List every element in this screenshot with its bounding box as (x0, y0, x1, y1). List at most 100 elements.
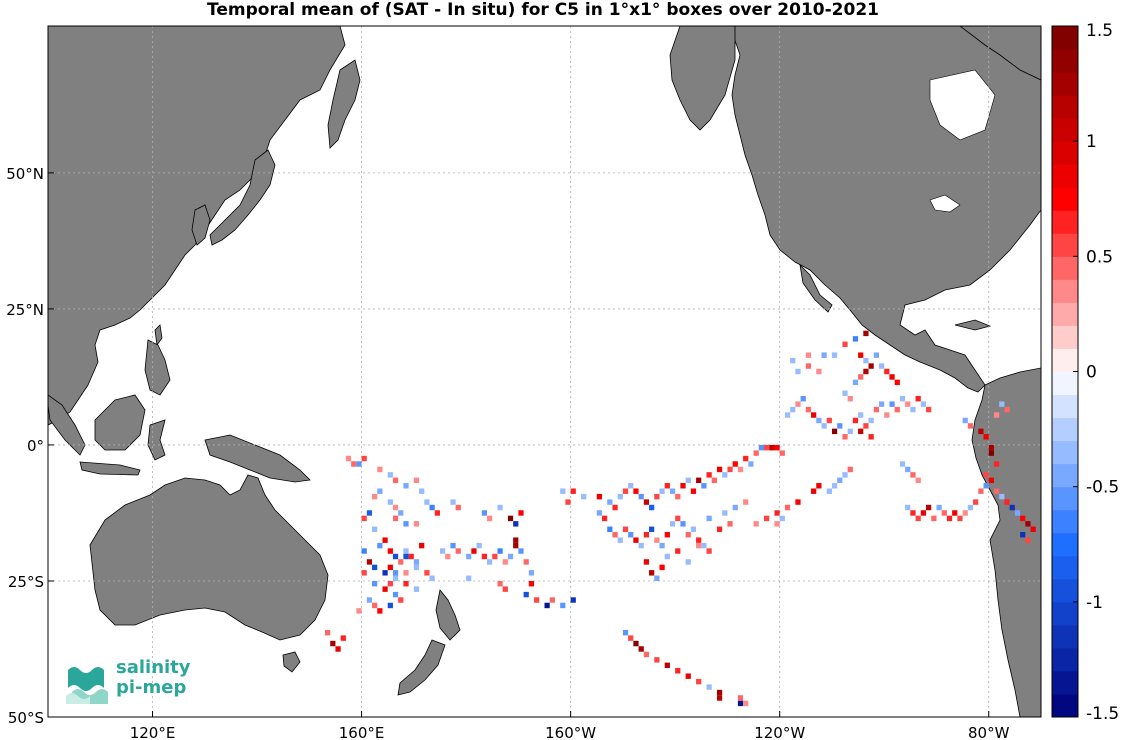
data-box (800, 395, 806, 402)
data-box (716, 526, 723, 533)
data-box (419, 542, 425, 549)
data-box (1004, 406, 1010, 413)
data-box (962, 417, 968, 424)
data-box (983, 434, 989, 440)
data-box (523, 591, 529, 598)
data-box (837, 423, 843, 429)
data-box (988, 450, 994, 456)
data-box (1030, 526, 1036, 533)
inland-lakes (929, 69, 996, 213)
data-box (711, 477, 717, 484)
data-box (523, 559, 529, 565)
data-box (413, 586, 420, 592)
data-box (450, 499, 456, 505)
data-box (852, 417, 859, 424)
colorbar-segment (1052, 26, 1078, 50)
colorbar-segment (1052, 371, 1078, 396)
data-box (821, 423, 827, 429)
colorbar-segment (1052, 693, 1078, 718)
data-box (764, 444, 770, 451)
data-box (361, 455, 367, 462)
data-box (330, 640, 336, 647)
colorbar-tick-label: 0 (1086, 363, 1097, 383)
data-box (481, 553, 488, 560)
landmass-greenland (959, 26, 1041, 81)
data-box (324, 629, 331, 636)
data-box (617, 493, 623, 500)
data-box (816, 368, 822, 375)
data-box (889, 374, 895, 380)
data-box (1025, 521, 1031, 527)
colorbar-segment (1052, 486, 1078, 511)
data-box (999, 493, 1005, 500)
data-box (816, 417, 822, 424)
data-box (419, 488, 425, 494)
data-box (821, 352, 827, 358)
data-box (476, 542, 482, 549)
x-tick-label: 80°W (968, 724, 1010, 740)
data-box (413, 559, 420, 565)
data-box (685, 477, 691, 484)
colorbar-segment (1052, 509, 1078, 534)
data-box (858, 352, 864, 358)
data-box (361, 570, 367, 576)
landmass-japan (209, 149, 276, 246)
data-box (716, 695, 723, 701)
data-box (868, 363, 874, 369)
data-box (372, 564, 378, 571)
data-box (706, 472, 712, 478)
data-box (967, 504, 974, 511)
data-box (784, 412, 791, 418)
data-box (497, 548, 503, 554)
data-box (659, 564, 665, 571)
colorbar (1052, 26, 1078, 718)
data-box (915, 395, 921, 402)
data-box (696, 678, 702, 685)
landmass-kamchatka (327, 59, 361, 149)
data-box (643, 559, 650, 565)
data-box (884, 368, 890, 375)
data-box (805, 352, 812, 358)
data-box (403, 570, 409, 576)
data-box (392, 515, 399, 522)
colorbar-segment (1052, 532, 1078, 557)
data-box (377, 608, 383, 614)
data-box (811, 412, 817, 418)
data-box (649, 570, 655, 576)
data-box (669, 521, 676, 527)
graticule (48, 26, 1041, 717)
data-box (858, 374, 864, 380)
data-box (852, 336, 859, 342)
data-box (398, 559, 404, 565)
colorbar-segment (1052, 624, 1078, 649)
data-box (706, 684, 712, 690)
x-axis-ticks: 120°E 160°E 160°W 120°W 80°W (130, 711, 1010, 740)
data-box (377, 542, 383, 549)
landmass-new-zealand-south (397, 639, 446, 696)
colorbar-segment (1052, 233, 1078, 257)
data-box (842, 472, 848, 478)
data-box (628, 532, 634, 538)
data-box (481, 510, 488, 516)
data-box (894, 379, 900, 386)
data-box (727, 521, 733, 527)
data-box (795, 401, 801, 407)
data-box (863, 368, 869, 375)
data-box (847, 395, 853, 402)
data-box (497, 504, 503, 511)
data-box (685, 532, 691, 538)
data-box (732, 504, 738, 511)
x-tick-label: 160°E (339, 724, 385, 740)
data-box (858, 412, 864, 418)
data-box (581, 493, 587, 500)
data-box (706, 548, 712, 554)
colorbar-tick-label: 1.5 (1086, 21, 1113, 41)
data-box (706, 515, 712, 522)
data-box (727, 466, 733, 473)
data-box (643, 532, 650, 538)
data-box (392, 477, 399, 484)
colorbar-ticks: -1.5 -1 -0.5 0 0.5 1 1.5 (1073, 21, 1119, 724)
data-box (701, 483, 707, 489)
map-frame (47, 25, 1042, 718)
data-box (622, 629, 629, 636)
